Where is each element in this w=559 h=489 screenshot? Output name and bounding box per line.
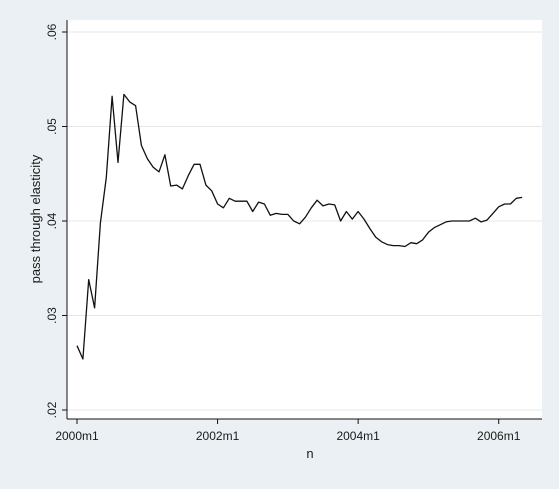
x-tick-label: 2002m1 [196,429,240,443]
y-tick-label: .03 [45,307,59,324]
x-tick-label: 2000m1 [55,429,99,443]
x-axis-label: n [306,446,313,461]
y-tick-label: .04 [45,212,59,229]
x-tick-label: 2006m1 [477,429,521,443]
y-axis-label: pass through elasticity [28,154,43,283]
plot-background [67,20,542,419]
x-tick-label: 2004m1 [336,429,380,443]
series-line [76,93,523,360]
y-tick-label: .05 [45,118,59,135]
y-tick-label: .02 [45,401,59,418]
y-tick-label: .06 [45,23,59,40]
